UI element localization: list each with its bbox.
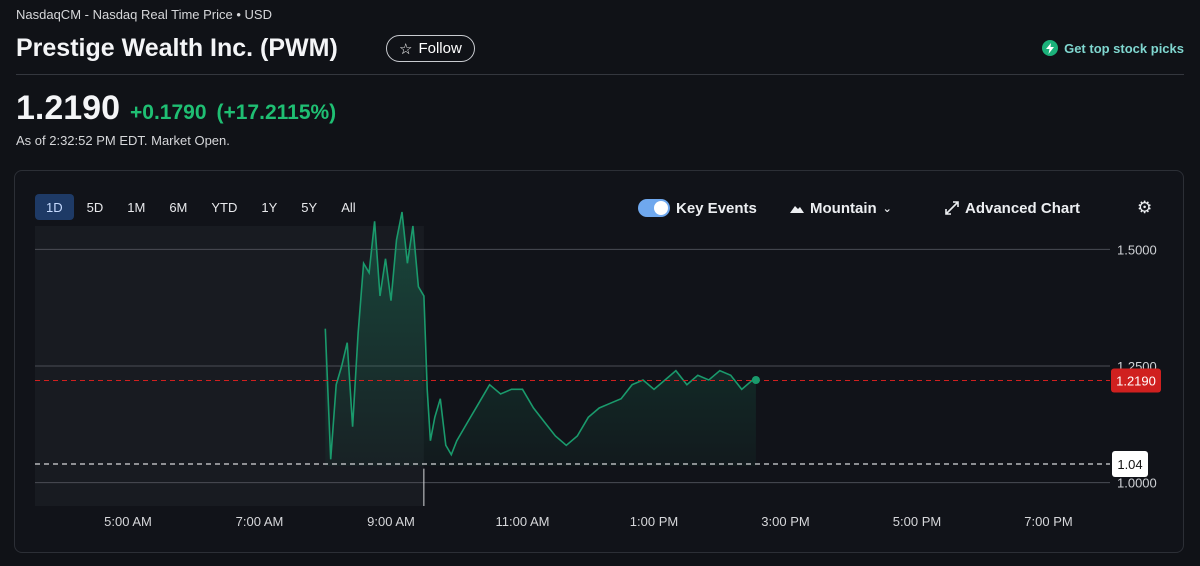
x-tick-label: 7:00 PM [1024,514,1072,529]
price-change-percent: (+17.2115%) [216,101,337,124]
previous-close-badge [1112,451,1148,477]
title-row: Prestige Wealth Inc. (PWM) ☆ Follow Get … [16,34,1184,64]
mountain-icon [790,206,804,213]
range-selector: 1D 5D 1M 6M YTD 1Y 5Y All [35,194,367,220]
chart-card: 1.5000 1.2500 1.0000 1.04 1.2190 5:00 AM 7:00 … [14,170,1184,553]
star-icon: ☆ [399,40,413,58]
range-6m[interactable]: 6M [169,199,188,215]
current-price-label: 1.2190 [1116,373,1156,388]
page-title: Prestige Wealth Inc. (PWM) [16,34,338,62]
y-tick-label: 1.0000 [1117,476,1157,491]
chart-type-label: Mountain [810,199,877,217]
toggle-switch[interactable] [638,199,670,217]
chart-type-dropdown[interactable]: Mountain ⌄ [790,195,892,221]
settings-button[interactable]: ⚙ [1137,195,1152,221]
previous-close-label: 1.04 [1117,457,1142,472]
range-ytd[interactable]: YTD [211,199,238,215]
x-tick-label: 11:00 AM [496,514,550,529]
range-5y[interactable]: 5Y [301,199,318,215]
chevron-down-icon: ⌄ [882,202,892,215]
x-tick-label: 5:00 AM [104,514,152,529]
y-tick-label: 1.5000 [1117,242,1157,257]
follow-label: Follow [418,40,462,57]
current-price: 1.2190 [16,89,120,127]
follow-button[interactable]: ☆ Follow [386,35,475,62]
range-1m[interactable]: 1M [127,199,146,215]
x-tick-label: 3:00 PM [761,514,809,529]
x-tick-label: 7:00 AM [236,514,284,529]
top-picks-label: Get top stock picks [1064,40,1184,56]
price-line [324,211,756,460]
price-change: +0.1790 [130,101,207,124]
price-area [325,212,756,466]
range-all[interactable]: All [341,199,356,215]
x-tick-label: 1:00 PM [630,514,678,529]
key-events-label: Key Events [676,199,757,217]
header-divider [16,74,1184,75]
quote-row: 1.2190 +0.1790 (+17.2115%) [16,89,336,128]
key-events-toggle[interactable]: Key Events [638,195,757,221]
exchange-label: NasdaqCM - Nasdaq Real Time Price • USD [16,7,272,22]
last-price-dot [751,376,760,384]
as-of-timestamp: As of 2:32:52 PM EDT. Market Open. [16,133,230,148]
advanced-chart-label: Advanced Chart [965,199,1081,217]
range-1y[interactable]: 1Y [261,199,278,215]
bolt-icon [1042,40,1059,56]
x-tick-label: 5:00 PM [893,514,941,529]
range-5d[interactable]: 5D [86,199,104,215]
expand-icon [945,201,959,215]
top-picks-link[interactable]: Get top stock picks [1042,40,1184,56]
current-price-badge [1111,368,1161,393]
x-tick-label: 9:00 AM [367,514,415,529]
range-1d[interactable]: 1D [35,194,74,220]
advanced-chart-button[interactable]: Advanced Chart [945,195,1080,221]
gear-icon: ⚙ [1137,198,1153,217]
